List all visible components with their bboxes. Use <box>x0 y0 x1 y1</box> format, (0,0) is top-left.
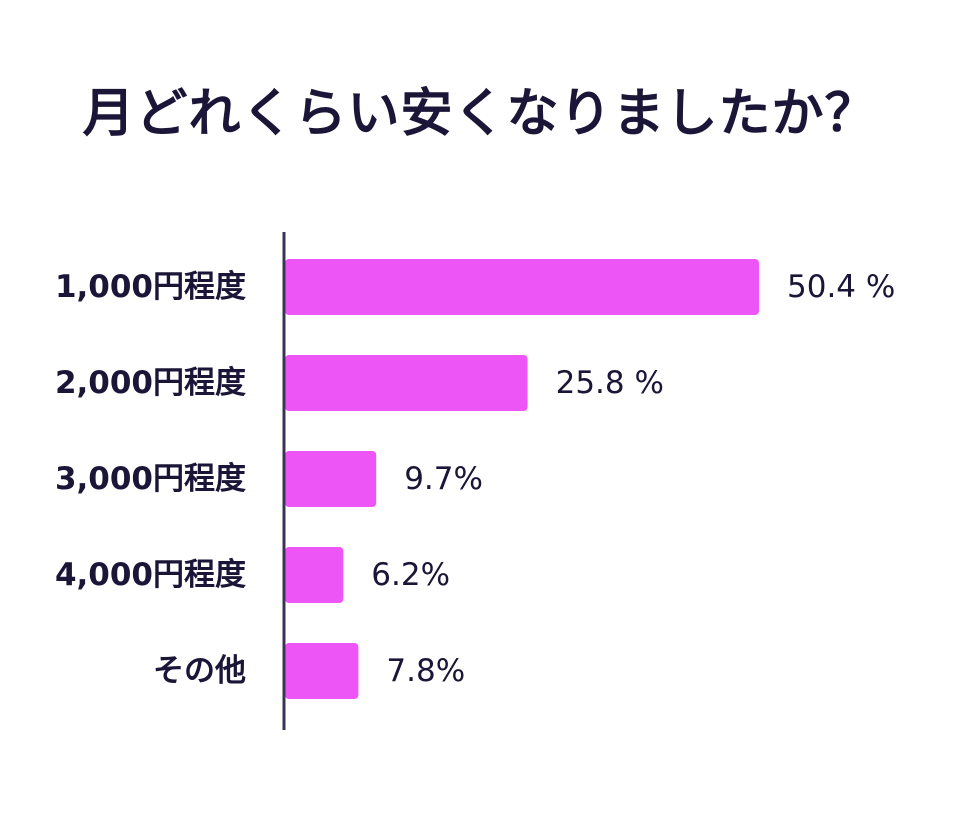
category-label-2: 3,000円程度 <box>55 461 246 497</box>
bar-0 <box>285 259 759 315</box>
value-label-0: 50.4 % <box>787 269 895 305</box>
value-label-3: 6.2% <box>371 557 450 593</box>
category-label-3: 4,000円程度 <box>55 557 246 593</box>
category-label-4: その他 <box>153 653 246 689</box>
bar-4 <box>285 643 359 699</box>
bar-3 <box>285 547 344 603</box>
bar-2 <box>285 451 377 507</box>
category-label-0: 1,000円程度 <box>55 269 246 305</box>
value-label-2: 9.7% <box>404 461 483 497</box>
chart-title: 月どれくらい安くなりましたか？ <box>82 84 878 144</box>
value-label-4: 7.8% <box>386 653 465 689</box>
bar-1 <box>285 355 528 411</box>
category-label-1: 2,000円程度 <box>55 365 246 401</box>
value-label-1: 25.8 % <box>556 365 664 401</box>
bars-layer <box>285 259 759 699</box>
labels-layer: 1,000円程度 50.4 % 2,000円程度 25.8 % 3,000円程度 9.7%… <box>55 269 895 689</box>
